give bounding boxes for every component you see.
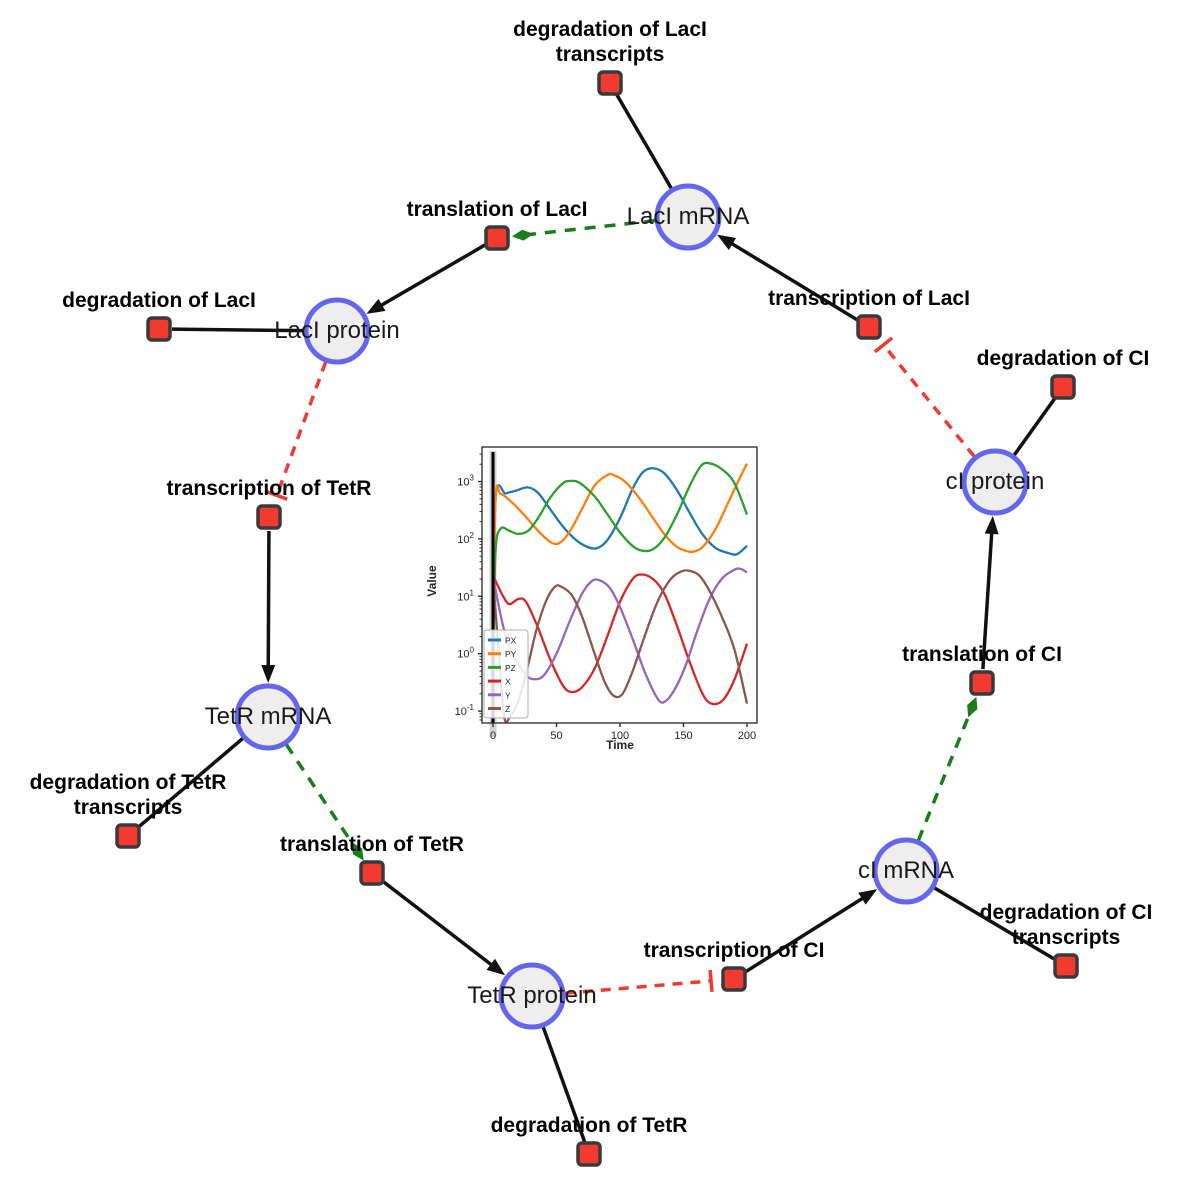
reaction-node-deg_laci[interactable] (146, 316, 172, 342)
reaction-node-transl_tetr[interactable] (359, 860, 385, 886)
activation-arrowhead (351, 842, 364, 861)
svg-text:103: 103 (457, 474, 474, 489)
svg-text:100: 100 (611, 730, 629, 742)
edge-activation (511, 218, 656, 241)
inhibition-tee (708, 969, 714, 993)
edge-production (744, 889, 878, 974)
edge-production (981, 515, 999, 670)
inhibition-tee (873, 336, 894, 354)
legend-label-PX: PX (505, 636, 517, 646)
edge-link (933, 886, 1056, 961)
reaction-node-deg_ci[interactable] (1050, 374, 1076, 400)
edge-activation (916, 696, 978, 842)
svg-text:150: 150 (674, 730, 692, 742)
svg-text:101: 101 (457, 588, 474, 603)
series-PZ (491, 461, 749, 660)
species-node-tetr_protein[interactable] (498, 962, 566, 1030)
reaction-node-transc_laci[interactable] (856, 314, 882, 340)
nodes-layer (115, 70, 1079, 1167)
species-node-ci_mrna[interactable] (872, 837, 940, 905)
reaction-node-deg_laci_tx[interactable] (597, 70, 623, 96)
legend-label-PY: PY (505, 649, 517, 659)
species-node-laci_mrna[interactable] (654, 183, 722, 251)
arrowhead (858, 889, 878, 905)
arrowhead (717, 234, 737, 250)
series-PY (491, 463, 749, 660)
reaction-node-transl_laci[interactable] (484, 225, 510, 251)
series-layer (491, 461, 749, 723)
chart-x-axis-label: Time (606, 738, 634, 752)
arrowhead (261, 664, 276, 684)
edge-link (171, 327, 305, 333)
edge-link (1012, 396, 1057, 457)
arrowhead (486, 958, 506, 976)
reaction-node-transc_tetr[interactable] (256, 504, 282, 530)
chart-legend: PX PY PZ XYZ (483, 629, 529, 719)
edge-inhibition (265, 361, 328, 501)
activation-arrowhead (967, 696, 978, 718)
reaction-node-deg_tetr_tx[interactable] (115, 823, 141, 849)
reaction-node-transl_ci[interactable] (969, 670, 995, 696)
edge-production (366, 243, 486, 314)
edge-inhibition (873, 336, 976, 458)
series-Y (491, 567, 748, 704)
edge-production (261, 530, 276, 684)
svg-text:10-1: 10-1 (455, 703, 475, 718)
inset-chart: 0 50 100 150 200 103 102 101 100 10-1 PX PY PZ XYZ (455, 446, 758, 742)
edge-link (136, 737, 244, 829)
reaction-node-transc_ci[interactable] (721, 966, 747, 992)
svg-text:0: 0 (490, 730, 496, 742)
legend-label-PZ: PZ (505, 663, 516, 673)
reaction-node-deg_ci_tx[interactable] (1053, 953, 1079, 979)
edge-production (717, 234, 858, 322)
edges-layer (136, 93, 1057, 1143)
edge-link (541, 1026, 587, 1143)
svg-text:102: 102 (457, 531, 474, 546)
species-node-tetr_mrna[interactable] (234, 683, 302, 751)
edge-production (382, 880, 506, 976)
edge-inhibition (564, 969, 714, 995)
legend-label-X: X (505, 677, 511, 687)
series-X (491, 573, 749, 706)
svg-text:200: 200 (738, 730, 756, 742)
series-PX (491, 467, 748, 660)
svg-text:100: 100 (457, 646, 474, 661)
legend-label-Z: Z (505, 704, 510, 714)
inhibition-tee (265, 489, 288, 501)
chart-y-axis-label: Value (425, 565, 439, 597)
arrowhead (366, 298, 386, 314)
species-node-laci_protein[interactable] (303, 297, 371, 365)
reaction-node-deg_tetr[interactable] (576, 1141, 602, 1167)
edge-link (615, 93, 673, 190)
activation-arrowhead (511, 229, 534, 241)
legend-label-Y: Y (505, 690, 511, 700)
svg-text:50: 50 (550, 730, 562, 742)
arrowhead (984, 515, 999, 535)
species-node-ci_protein[interactable] (961, 448, 1029, 516)
edge-activation (284, 743, 364, 861)
